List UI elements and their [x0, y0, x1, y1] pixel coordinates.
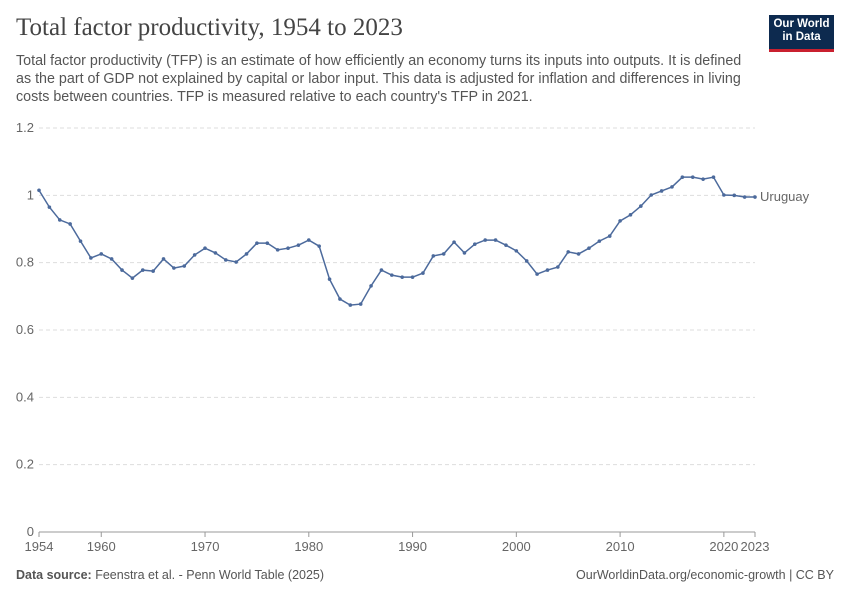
- point: [545, 268, 550, 272]
- point: [78, 239, 83, 243]
- point: [109, 257, 114, 261]
- point: [400, 275, 404, 279]
- point: [514, 249, 519, 253]
- point: [649, 193, 654, 197]
- point: [670, 185, 674, 189]
- x-tick-label: 1980: [294, 539, 323, 554]
- point: [701, 177, 705, 181]
- footer-link[interactable]: OurWorldinData.org/economic-growth | CC …: [576, 568, 834, 582]
- point: [711, 175, 716, 179]
- logo-line: in Data: [782, 31, 821, 43]
- point: [566, 250, 571, 254]
- point: [659, 189, 664, 193]
- y-tick-label: 0.8: [16, 255, 34, 270]
- point: [182, 264, 187, 268]
- point: [618, 219, 622, 223]
- point: [151, 269, 155, 273]
- point: [234, 260, 238, 264]
- point: [338, 297, 342, 301]
- point: [265, 241, 270, 245]
- point: [628, 213, 633, 217]
- x-tick-label: 2010: [606, 539, 635, 554]
- x-tick-label: 2023: [741, 539, 770, 554]
- point: [483, 238, 488, 242]
- chart-title: Total factor productivity, 1954 to 2023: [16, 14, 403, 41]
- chart: 0 0.2 0.4 0.6 0.8 1 1.2 1954 1960 1970 1980 1990 200…: [16, 120, 810, 554]
- series-label: Uruguay: [760, 189, 810, 204]
- point: [89, 256, 93, 260]
- footer-source: Data source: Feenstra et al. - Penn Worl…: [16, 568, 324, 582]
- point: [390, 273, 394, 277]
- point: [639, 204, 643, 208]
- point: [597, 239, 602, 243]
- point: [203, 246, 207, 250]
- y-tick-label: 1: [27, 187, 34, 202]
- point: [120, 268, 124, 272]
- point: [369, 284, 373, 288]
- source: Feenstra et al. - Penn World Table (2025…: [95, 568, 325, 582]
- point: [722, 193, 726, 197]
- point: [504, 243, 508, 247]
- point: [680, 175, 685, 179]
- point: [493, 238, 498, 242]
- point: [99, 252, 104, 256]
- point: [47, 205, 52, 209]
- point: [255, 241, 259, 245]
- point: [172, 266, 176, 270]
- x-tick-label: 1954: [25, 539, 54, 554]
- line: [38, 176, 755, 306]
- point: [576, 252, 581, 256]
- point: [213, 251, 218, 255]
- point: [556, 265, 560, 269]
- point: [306, 238, 311, 242]
- point: [607, 234, 612, 238]
- point: [223, 258, 228, 262]
- x-tick-label: 2020: [709, 539, 738, 554]
- x-tick-label: 1960: [87, 539, 116, 554]
- point: [473, 242, 477, 246]
- source-label: Data source:: [16, 568, 92, 582]
- point: [753, 195, 757, 199]
- point: [348, 303, 353, 307]
- y-tick-label: 0.4: [16, 389, 34, 404]
- point: [37, 188, 41, 193]
- y-tick-label: 0.2: [16, 457, 34, 472]
- point: [130, 276, 135, 280]
- point: [161, 257, 166, 261]
- point: [296, 243, 301, 247]
- point: [690, 175, 695, 179]
- chart-subtitle: Total factor productivity (TFP) is an es…: [16, 53, 742, 105]
- point: [431, 254, 436, 258]
- point: [410, 275, 415, 279]
- point: [57, 218, 62, 222]
- y-tick-label: 0.6: [16, 322, 34, 337]
- point: [275, 248, 280, 252]
- point: [244, 252, 249, 256]
- point: [524, 259, 529, 263]
- point: [140, 268, 145, 272]
- point: [317, 244, 321, 248]
- x-tick-label: 1990: [398, 539, 427, 554]
- point: [379, 268, 384, 272]
- point: [68, 222, 72, 226]
- point: [358, 302, 363, 306]
- y-tick-label: 1.2: [16, 120, 34, 135]
- point: [535, 272, 539, 276]
- logo[interactable]: Our World in Data: [769, 15, 834, 52]
- point: [192, 253, 197, 257]
- point: [452, 240, 456, 244]
- point: [587, 246, 591, 250]
- logo-line: Our World: [773, 18, 830, 30]
- x-tick-label: 2000: [502, 539, 531, 554]
- point: [327, 277, 332, 281]
- point: [742, 195, 747, 199]
- point: [421, 271, 425, 275]
- y-tick-label: 0: [27, 524, 34, 539]
- point: [462, 251, 467, 255]
- point: [286, 246, 290, 250]
- x-tick-label: 1970: [191, 539, 220, 554]
- point: [732, 193, 737, 198]
- point: [441, 252, 446, 256]
